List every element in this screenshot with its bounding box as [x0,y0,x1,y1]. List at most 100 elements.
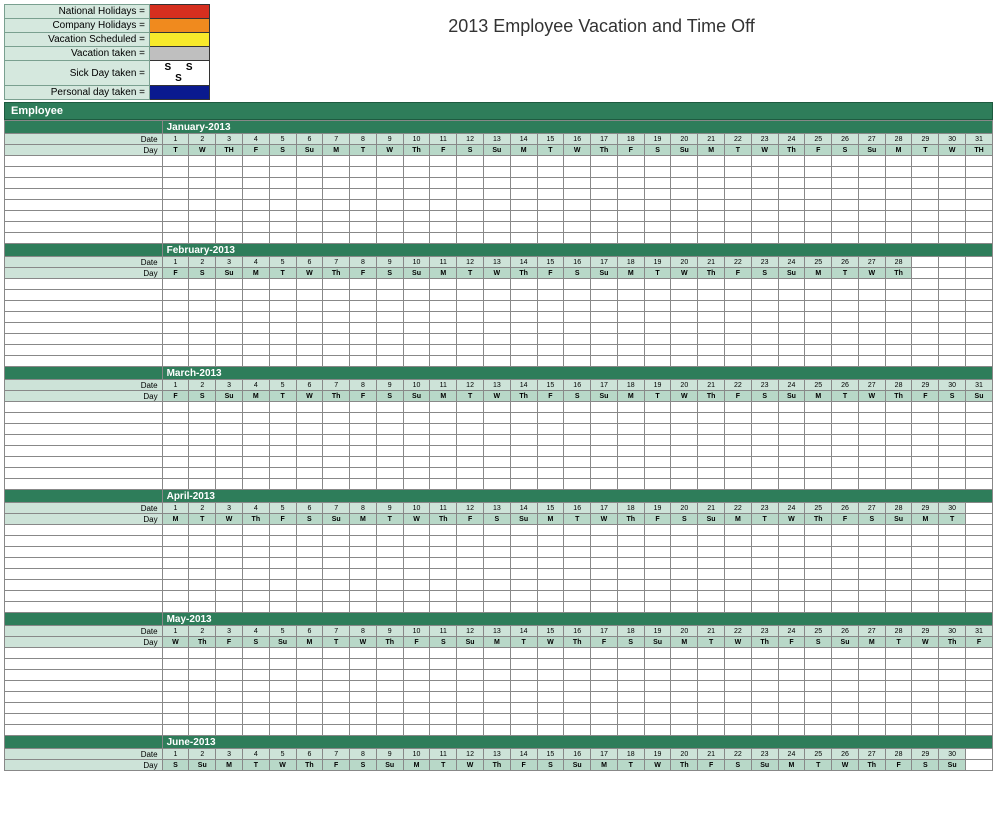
day-slot[interactable] [269,681,296,692]
day-slot[interactable] [591,591,618,602]
day-slot[interactable] [376,536,403,547]
day-slot[interactable] [858,402,885,413]
day-slot[interactable] [350,156,377,167]
day-slot[interactable] [939,279,966,290]
day-slot[interactable] [671,714,698,725]
day-slot[interactable] [403,547,430,558]
day-slot[interactable] [778,681,805,692]
day-slot[interactable] [725,290,752,301]
dow-cell[interactable]: W [671,268,698,279]
dow-cell[interactable]: F [778,637,805,648]
day-slot[interactable] [510,580,537,591]
dow-cell[interactable]: T [376,514,403,525]
employee-cell[interactable] [5,424,163,435]
day-slot[interactable] [858,312,885,323]
day-slot[interactable] [939,290,966,301]
month-side[interactable] [5,367,163,380]
day-slot[interactable] [966,659,993,670]
day-slot[interactable] [403,301,430,312]
day-slot[interactable] [966,167,993,178]
dow-cell[interactable]: S [189,391,216,402]
day-slot[interactable] [296,233,323,244]
day-slot[interactable] [242,290,269,301]
day-slot[interactable] [671,211,698,222]
day-slot[interactable] [242,233,269,244]
day-slot[interactable] [216,200,243,211]
day-slot[interactable] [457,200,484,211]
day-slot[interactable] [966,714,993,725]
employee-cell[interactable] [5,222,163,233]
date-cell[interactable]: 26 [832,749,859,760]
day-slot[interactable] [564,233,591,244]
date-label[interactable]: Date [5,134,163,145]
day-slot[interactable] [403,648,430,659]
day-slot[interactable] [671,189,698,200]
dow-cell[interactable]: F [537,391,564,402]
day-slot[interactable] [617,580,644,591]
day-slot[interactable] [885,536,912,547]
day-slot[interactable] [162,301,189,312]
day-slot[interactable] [698,312,725,323]
day-slot[interactable] [189,446,216,457]
day-slot[interactable] [537,424,564,435]
date-cell[interactable]: 3 [216,257,243,268]
day-slot[interactable] [778,648,805,659]
date-cell[interactable]: 14 [510,626,537,637]
day-slot[interactable] [725,334,752,345]
date-cell[interactable]: 7 [323,134,350,145]
day-slot[interactable] [617,725,644,736]
day-slot[interactable] [832,290,859,301]
day-slot[interactable] [242,648,269,659]
dow-cell[interactable]: W [858,268,885,279]
day-slot[interactable] [350,725,377,736]
day-slot[interactable] [858,435,885,446]
employee-cell[interactable] [5,211,163,222]
day-slot[interactable] [483,648,510,659]
date-cell[interactable]: 5 [269,503,296,514]
day-slot[interactable] [885,435,912,446]
day-slot[interactable] [403,681,430,692]
day-slot[interactable] [162,402,189,413]
day-slot[interactable] [564,659,591,670]
day-slot[interactable] [189,725,216,736]
day-slot[interactable] [698,222,725,233]
day-slot[interactable] [269,479,296,490]
day-slot[interactable] [966,435,993,446]
day-slot[interactable] [591,659,618,670]
employee-cell[interactable] [5,290,163,301]
day-slot[interactable] [644,402,671,413]
day-slot[interactable] [216,468,243,479]
dow-cell[interactable]: Su [778,268,805,279]
day-slot[interactable] [510,156,537,167]
day-slot[interactable] [805,356,832,367]
dow-cell[interactable]: M [805,391,832,402]
day-slot[interactable] [644,725,671,736]
employee-cell[interactable] [5,457,163,468]
day-slot[interactable] [537,200,564,211]
employee-cell[interactable] [5,569,163,580]
day-slot[interactable] [430,301,457,312]
day-slot[interactable] [269,167,296,178]
date-cell[interactable]: 30 [939,626,966,637]
day-slot[interactable] [751,725,778,736]
day-slot[interactable] [885,424,912,435]
date-cell[interactable]: 30 [939,749,966,760]
day-slot[interactable] [483,402,510,413]
date-cell[interactable]: 12 [457,134,484,145]
day-slot[interactable] [778,446,805,457]
day-slot[interactable] [832,178,859,189]
date-cell[interactable]: 5 [269,749,296,760]
day-slot[interactable] [350,334,377,345]
date-cell[interactable]: 5 [269,257,296,268]
day-slot[interactable] [296,692,323,703]
dow-cell[interactable]: F [832,514,859,525]
dow-cell[interactable] [939,268,966,279]
day-slot[interactable] [403,536,430,547]
day-slot[interactable] [966,648,993,659]
day-slot[interactable] [457,714,484,725]
day-slot[interactable] [564,424,591,435]
day-slot[interactable] [751,703,778,714]
day-slot[interactable] [858,703,885,714]
day-slot[interactable] [189,681,216,692]
day-slot[interactable] [966,602,993,613]
